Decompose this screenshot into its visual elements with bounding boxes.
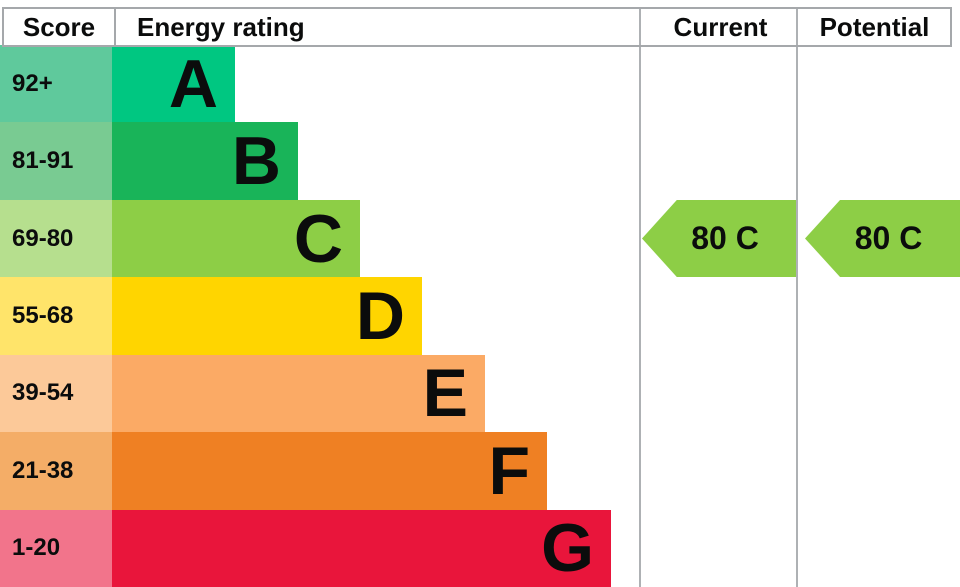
band-bar-c: C [112, 199, 360, 278]
band-letter-c: C [293, 200, 343, 277]
table-header: Score Energy rating Current Potential [2, 7, 952, 47]
band-score-range-a: 92+ [0, 45, 112, 123]
band-letter-g: G [541, 510, 594, 587]
band-letter-d: D [355, 277, 405, 354]
band-bar-a: A [112, 45, 235, 123]
band-row-b: 81-91 B [0, 122, 960, 200]
header-current: Current [673, 11, 768, 42]
potential-column-divider [796, 7, 798, 587]
band-row-a: 92+ A [0, 45, 960, 123]
band-row-d: 55-68 D [0, 277, 960, 355]
band-bar-d: D [112, 277, 422, 355]
band-letter-a: A [168, 45, 218, 122]
potential-rating-label: 80 C [854, 220, 923, 256]
band-bar-e: E [112, 354, 485, 433]
potential-rating-arrow: 80 C [805, 200, 960, 277]
band-score-range-c: 69-80 [0, 199, 112, 278]
band-row-e: 39-54 E [0, 354, 960, 433]
header-energy-rating: Energy rating [114, 9, 642, 45]
band-score-range-e: 39-54 [0, 354, 112, 433]
header-score: Score [22, 11, 96, 42]
band-score-range-f: 21-38 [0, 432, 112, 510]
band-letter-e: E [422, 355, 468, 432]
band-bar-g: G [112, 509, 611, 587]
band-score-range-g: 1-20 [0, 509, 112, 587]
header-potential: Potential [819, 11, 930, 42]
band-rows: 92+ A 81-91 B 69-80 C 55-68 D 39-54 [0, 45, 960, 587]
current-rating-arrow: 80 C [642, 200, 796, 277]
current-rating-label: 80 C [691, 220, 759, 256]
band-letter-f: F [488, 432, 530, 509]
band-bar-f: F [112, 432, 547, 510]
current-column-divider [639, 7, 641, 587]
band-row-f: 21-38 F [0, 432, 960, 510]
band-row-c: 69-80 C [0, 199, 960, 278]
band-letter-b: B [231, 123, 281, 200]
band-score-range-d: 55-68 [0, 277, 112, 355]
band-row-g: 1-20 G [0, 509, 960, 587]
band-bar-b: B [112, 122, 298, 200]
band-score-range-b: 81-91 [0, 122, 112, 200]
